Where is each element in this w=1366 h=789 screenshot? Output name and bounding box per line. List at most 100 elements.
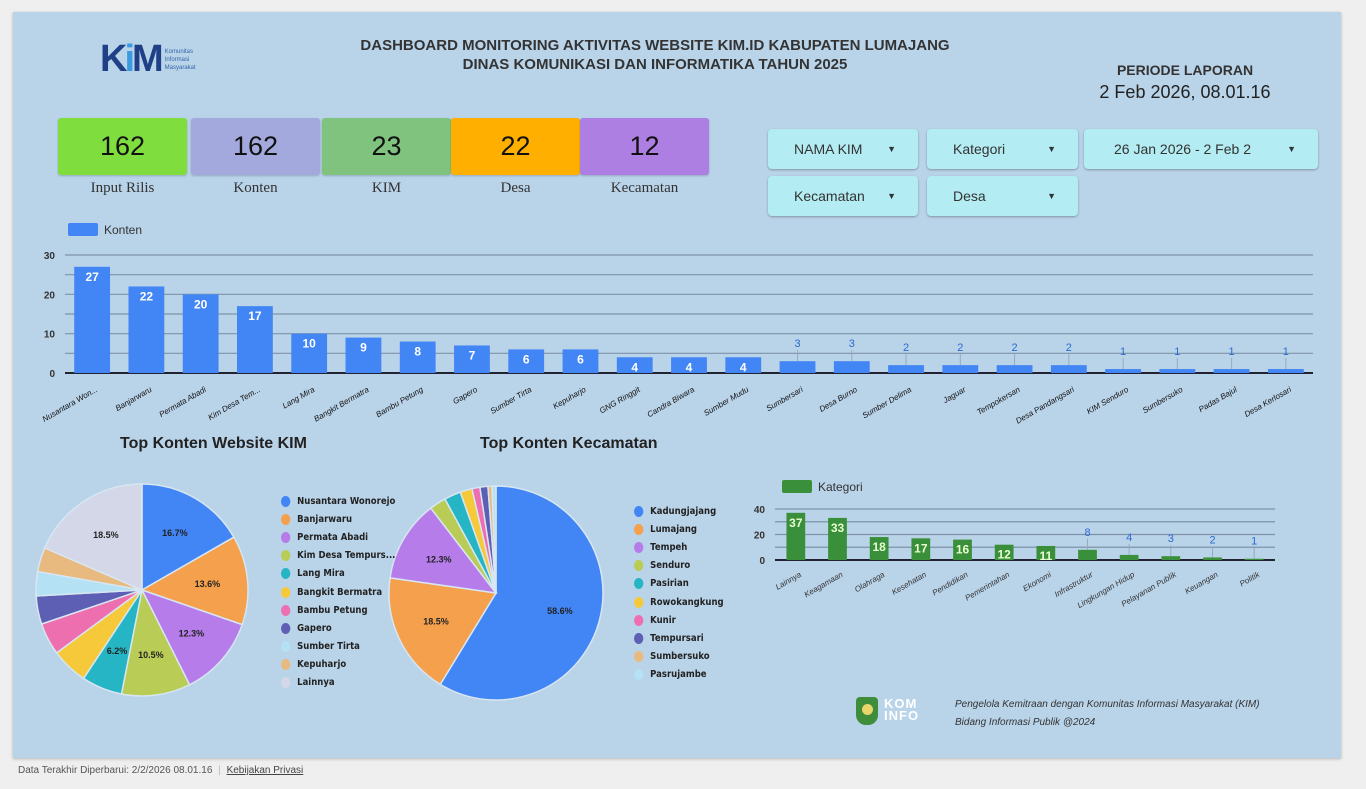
- credit-line-1: Pengelola Kemitraan dengan Komunitas Inf…: [955, 699, 1260, 710]
- data-label: 1: [1120, 346, 1126, 358]
- legend-item: Bambu Petung: [281, 601, 395, 619]
- legend-dot-icon: [634, 578, 644, 590]
- kpi-label: Input Rilis: [90, 180, 155, 196]
- kpi-card: 23: [322, 118, 451, 175]
- x-tick-label: Pemerintahan: [964, 570, 1012, 603]
- data-label: 22: [140, 289, 154, 303]
- legend-label: Kategori: [818, 480, 863, 494]
- nama-kim-dropdown[interactable]: NAMA KIM ▼: [768, 129, 918, 169]
- pie-slice: [439, 485, 604, 701]
- x-tick-label: Candra Biwara: [646, 385, 697, 420]
- bar: [128, 286, 165, 373]
- period-value: 2 Feb 2026, 08.01.16: [1099, 82, 1271, 102]
- bar: [911, 538, 931, 560]
- data-label: 2: [957, 342, 963, 354]
- pie-slice: [141, 483, 235, 592]
- pie-slice: [388, 577, 498, 686]
- bar: [454, 345, 490, 373]
- data-label: 17: [248, 309, 262, 323]
- slice-label: 13.6%: [195, 579, 221, 589]
- x-tick-label: Kepuharjo: [551, 385, 588, 411]
- x-tick-label: Tempokersan: [975, 385, 1022, 417]
- x-tick-label: Ekonomi: [1021, 570, 1053, 593]
- y-tick-label: 0: [759, 556, 765, 567]
- legend-label: Rowokangkung: [650, 596, 724, 608]
- bar: [779, 361, 816, 373]
- legend-dot-icon: [281, 531, 291, 543]
- pie-slice: [120, 587, 191, 697]
- x-tick-label: Olahraga: [853, 570, 886, 595]
- pie-slice: [140, 536, 249, 626]
- bar: [291, 333, 328, 373]
- kim-logo: KiM Komunitas Informasi Masyarakat: [100, 38, 196, 80]
- separator: |: [218, 765, 221, 776]
- data-label: 6: [577, 352, 584, 366]
- legend-dot-icon: [634, 560, 644, 572]
- dropdown-label: Kecamatan: [794, 188, 865, 204]
- x-tick-label: Keagamaan: [803, 570, 845, 600]
- legend-dot-icon: [281, 604, 291, 616]
- data-label: 20: [194, 297, 208, 311]
- kategori-dropdown[interactable]: Kategori ▼: [927, 129, 1078, 169]
- bar: [994, 544, 1014, 560]
- y-tick-label: 30: [44, 251, 56, 262]
- dropdown-label: Kategori: [953, 141, 1006, 157]
- kpi-label: Kecamatan: [610, 180, 679, 196]
- legend-dot-icon: [281, 550, 291, 562]
- data-label: 8: [414, 345, 421, 359]
- x-tick-label: Jaguar: [941, 385, 968, 406]
- legend-label: Senduro: [650, 560, 691, 572]
- x-tick-label: Lainnya: [774, 570, 803, 592]
- legend-dot-icon: [634, 505, 644, 517]
- legend-label: Permata Abadi: [297, 531, 369, 543]
- pie1-legend: Nusantara Wonorejo Banjarwaru Permata Abad…: [281, 492, 416, 692]
- data-label: 6: [523, 352, 530, 366]
- bar: [74, 266, 111, 373]
- legend-dot-icon: [634, 523, 644, 535]
- legend-label: Bangkit Bermatra: [297, 586, 383, 598]
- legend-dot-icon: [634, 614, 644, 626]
- kecamatan-dropdown[interactable]: Kecamatan ▼: [768, 176, 918, 216]
- data-label: 33: [831, 521, 845, 535]
- x-tick-label: KIM Senduro: [1085, 385, 1130, 416]
- y-tick-label: 20: [44, 290, 56, 301]
- legend-item: Kunir: [634, 611, 724, 629]
- x-tick-label: Gapero: [451, 385, 479, 406]
- legend-item: Tempursari: [634, 629, 724, 647]
- caret-down-icon: ▼: [1047, 191, 1056, 201]
- data-label: 3: [849, 338, 855, 350]
- credit-line-2: Bidang Informasi Publik @2024: [955, 717, 1096, 728]
- pie-slice: [140, 588, 244, 686]
- kpi-card: 162: [58, 118, 187, 175]
- legend-item: Lumajang: [634, 520, 724, 538]
- kim-pie-chart: 16.7% 13.6% 12.3% 10.5% 6.2% 18.5%: [35, 483, 249, 697]
- x-tick-label: Desa Pandangsari: [1014, 385, 1076, 426]
- legend-dot-icon: [634, 632, 644, 644]
- bar: [1244, 558, 1264, 560]
- bar: [1050, 365, 1087, 373]
- data-label: 9: [360, 341, 367, 355]
- x-tick-label: Desa Kerlosari: [1243, 385, 1293, 419]
- legend-label: Tempursari: [650, 632, 704, 644]
- legend-dot-icon: [281, 641, 291, 653]
- bar: [1119, 554, 1139, 560]
- period-label: PERIODE LAPORAN: [1116, 62, 1254, 78]
- privacy-policy-link[interactable]: Kebijakan Privasi: [226, 765, 304, 776]
- legend-label: Gapero: [297, 622, 332, 634]
- date-range-picker[interactable]: 26 Jan 2026 - 2 Feb 2 ▼: [1084, 129, 1318, 169]
- desa-dropdown[interactable]: Desa ▼: [927, 176, 1078, 216]
- data-label: 1: [1229, 346, 1235, 358]
- bar: [1267, 369, 1304, 373]
- bar: [671, 357, 707, 373]
- pie-slice: [43, 483, 143, 592]
- legend-dot-icon: [281, 513, 291, 525]
- legend-item: Nusantara Wonorejo: [281, 492, 395, 510]
- x-tick-label: Kim Desa Tem...: [206, 385, 261, 422]
- legend-dot-icon: [634, 596, 644, 608]
- data-label: 18: [872, 540, 886, 554]
- legend-swatch: [68, 223, 98, 236]
- legend-label: Lang Mira: [297, 568, 345, 580]
- data-label: 1: [1283, 346, 1289, 358]
- data-label: 2: [1209, 534, 1215, 546]
- legend-item: Banjarwaru: [281, 510, 395, 528]
